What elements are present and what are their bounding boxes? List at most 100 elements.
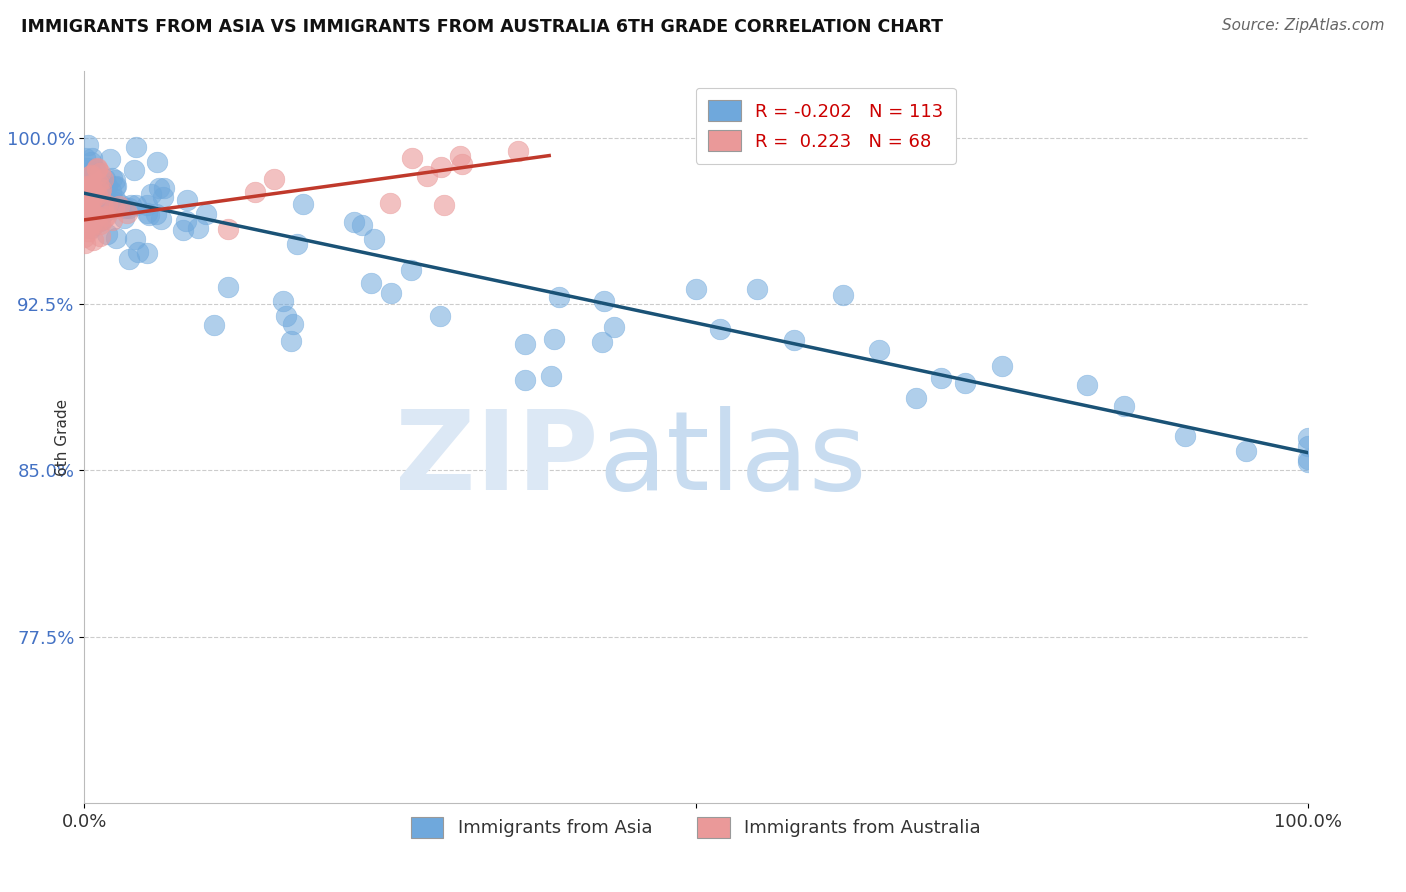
Point <box>831 288 853 302</box>
Point <box>96 227 118 241</box>
Point <box>103 194 125 208</box>
Point <box>540 368 562 383</box>
Point <box>73 186 96 201</box>
Point <box>75 194 97 208</box>
Point <box>115 206 138 220</box>
Point <box>91 201 114 215</box>
Point <box>76 169 98 184</box>
Point <box>125 140 148 154</box>
Point <box>75 235 97 250</box>
Point <box>75 194 97 209</box>
Point <box>136 245 159 260</box>
Point <box>80 220 103 235</box>
Point <box>401 151 423 165</box>
Point <box>82 216 104 230</box>
Point <box>79 203 101 218</box>
Point <box>77 206 100 220</box>
Point <box>1174 429 1197 443</box>
Point <box>82 168 104 182</box>
Point <box>449 149 471 163</box>
Point <box>363 232 385 246</box>
Point <box>148 180 170 194</box>
Point <box>75 194 97 208</box>
Point <box>603 320 626 334</box>
Point <box>152 190 174 204</box>
Point <box>217 280 239 294</box>
Point <box>430 161 453 175</box>
Point <box>98 153 121 167</box>
Point <box>83 208 105 222</box>
Point <box>77 196 100 211</box>
Point <box>82 233 104 247</box>
Point <box>283 317 305 331</box>
Point <box>77 213 100 227</box>
Point <box>79 169 101 184</box>
Point <box>87 177 110 191</box>
Point <box>77 191 100 205</box>
Point <box>120 198 142 212</box>
Point <box>100 196 122 211</box>
Point <box>91 211 114 226</box>
Point <box>543 332 565 346</box>
Point <box>100 184 122 198</box>
Point <box>75 216 97 230</box>
Point <box>135 206 157 220</box>
Point <box>91 205 114 219</box>
Point <box>89 214 111 228</box>
Point <box>285 236 308 251</box>
Point <box>139 186 162 201</box>
Y-axis label: 6th Grade: 6th Grade <box>55 399 70 475</box>
Point <box>380 286 402 301</box>
Point <box>548 290 571 304</box>
Point <box>953 376 976 390</box>
Point <box>76 161 98 175</box>
Point <box>82 186 104 200</box>
Text: ZIP: ZIP <box>395 406 598 513</box>
Point <box>84 216 107 230</box>
Point <box>97 202 120 216</box>
Point <box>89 185 111 199</box>
Point <box>135 197 157 211</box>
Point <box>77 201 100 215</box>
Point <box>80 154 103 169</box>
Text: atlas: atlas <box>598 406 866 513</box>
Point <box>176 193 198 207</box>
Point <box>89 229 111 244</box>
Point <box>90 188 112 202</box>
Point <box>77 138 100 153</box>
Point <box>127 244 149 259</box>
Point <box>378 195 401 210</box>
Point <box>508 145 530 159</box>
Point <box>172 223 194 237</box>
Point <box>94 185 117 199</box>
Point <box>96 179 118 194</box>
Point <box>104 192 127 206</box>
Point <box>93 204 115 219</box>
Point <box>83 186 105 201</box>
Point <box>79 191 101 205</box>
Point <box>75 194 97 209</box>
Point <box>114 201 136 215</box>
Point <box>86 188 108 202</box>
Point <box>360 276 382 290</box>
Point <box>150 211 173 226</box>
Point <box>343 215 366 229</box>
Point <box>1296 452 1319 467</box>
Point <box>80 194 103 208</box>
Point <box>153 181 176 195</box>
Point <box>86 209 108 223</box>
Point <box>263 172 285 186</box>
Point <box>783 333 806 347</box>
Point <box>83 161 105 176</box>
Point <box>352 219 374 233</box>
Point <box>96 209 118 223</box>
Point <box>73 199 96 213</box>
Point <box>73 162 96 177</box>
Point <box>451 157 474 171</box>
Point <box>280 334 302 348</box>
Point <box>103 201 125 215</box>
Point <box>75 220 97 235</box>
Point <box>76 178 98 193</box>
Point <box>77 224 100 238</box>
Point <box>90 182 112 196</box>
